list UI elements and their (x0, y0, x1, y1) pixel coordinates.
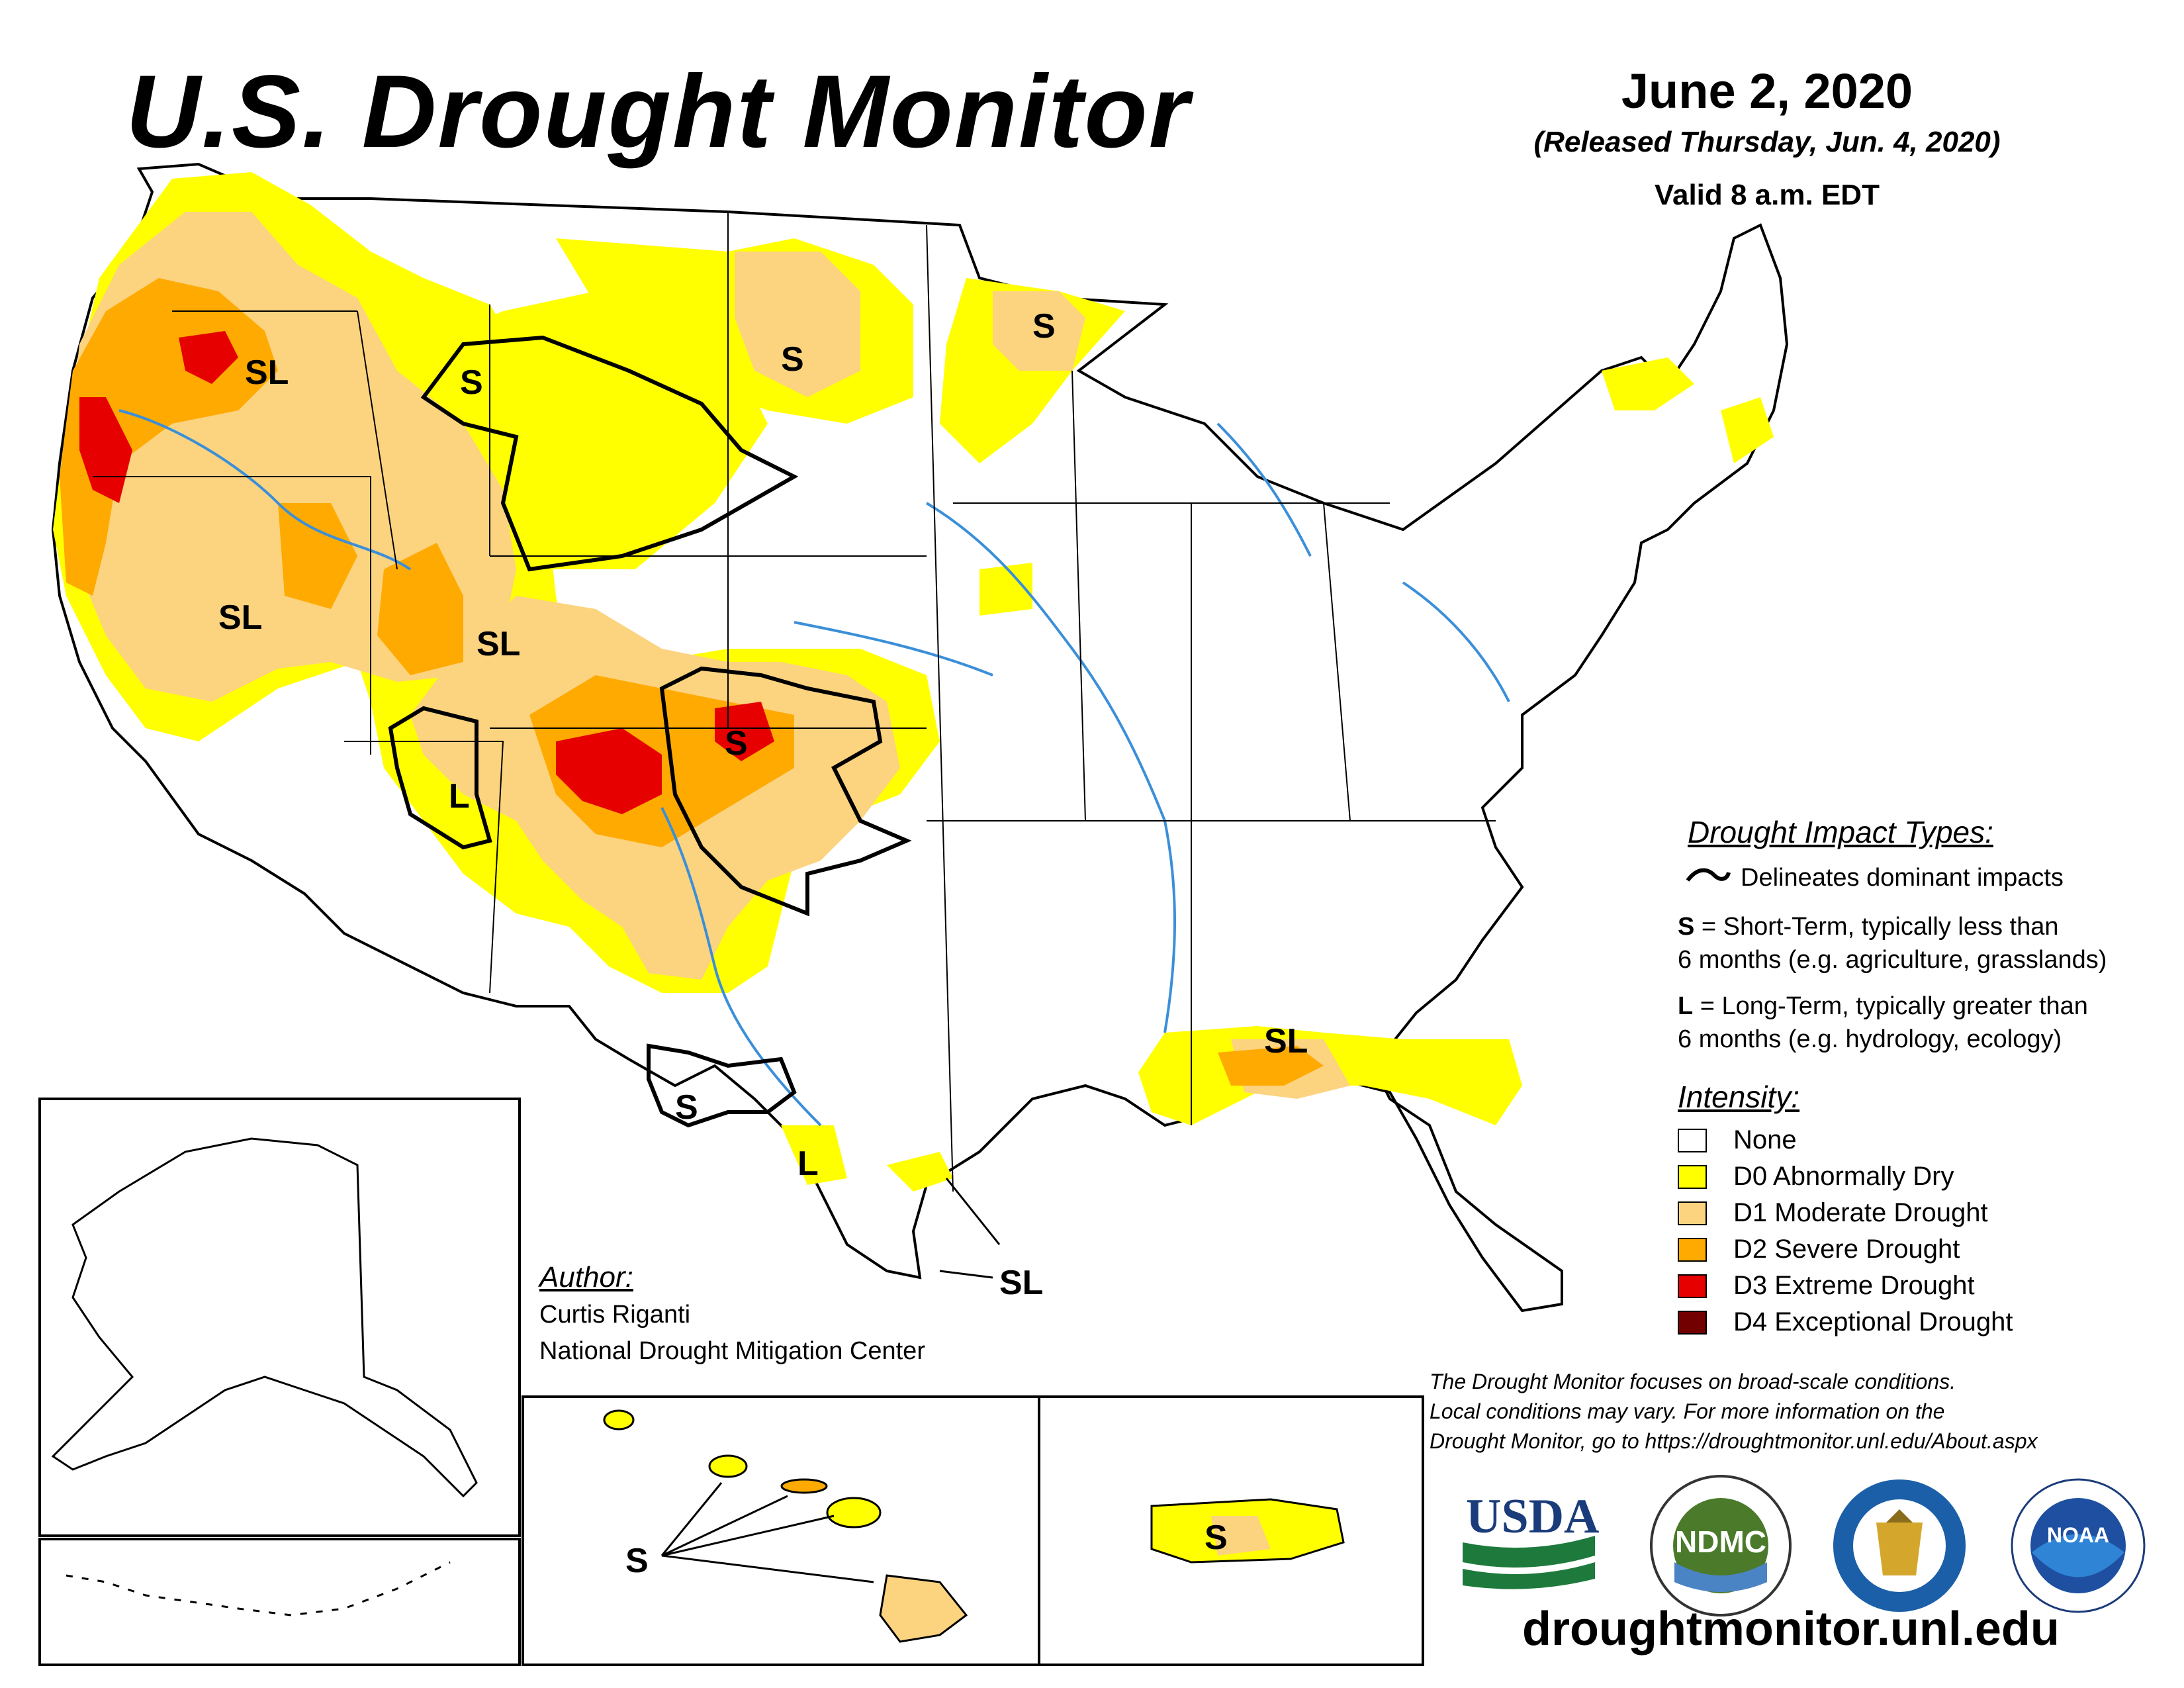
sl-coast-pointer (945, 1178, 1001, 1245)
disclaimer-line: Local conditions may vary. For more info… (1430, 1399, 1945, 1423)
d3-colorado (556, 728, 662, 814)
legend-item-d1: D1 Moderate Drought (1678, 1198, 1988, 1228)
legend-swatch (1678, 1274, 1707, 1298)
ndmc-logo: NDMC (1650, 1475, 1792, 1617)
legend-swatch (1678, 1237, 1707, 1262)
disclaimer-line: The Drought Monitor focuses on broad-sca… (1430, 1370, 1956, 1393)
disclaimer: The Drought Monitor focuses on broad-sca… (1430, 1367, 2158, 1456)
website-link[interactable]: droughtmonitor.unl.edu (1522, 1603, 2060, 1656)
d0-texas-south (781, 1125, 847, 1185)
commerce-logo (1833, 1479, 1966, 1612)
legend-item-d3: D3 Extreme Drought (1678, 1271, 1975, 1301)
impact-legend-short-term: S = Short-Term, typically less than 6 mo… (1678, 913, 2107, 974)
legend-label: None (1733, 1125, 1797, 1154)
legend-swatch (1678, 1201, 1707, 1225)
impact-legend-symbol (1686, 868, 1731, 882)
d2-utah (377, 543, 463, 675)
svg-text:NOAA: NOAA (2047, 1523, 2109, 1547)
label-s-hawaii: S (625, 1542, 649, 1580)
map-date: June 2, 2020 (1621, 64, 1913, 118)
disclaimer-link[interactable]: Drought Monitor, go to https://droughtmo… (1430, 1429, 2038, 1453)
alaska-outline (51, 1137, 478, 1498)
d1-minnesota (993, 291, 1085, 371)
d3-kansas (715, 702, 774, 761)
rivers (118, 409, 1510, 1127)
legend-item-none: None (1678, 1125, 1797, 1155)
author-name: Curtis Riganti (539, 1301, 691, 1329)
d1-dakota (735, 252, 860, 397)
page-title: U.S. Drought Monitor (126, 54, 1191, 169)
d3-oregon-north (179, 331, 238, 384)
label-sl-nevada: SL (218, 598, 262, 637)
impact-outline-arizona (388, 706, 492, 850)
label-sl-oregon: SL (245, 353, 289, 392)
aleutian-inset-frame (38, 1538, 521, 1666)
intensity-legend-title: Intensity: (1678, 1080, 1800, 1114)
d2-gulf (1218, 1046, 1324, 1086)
label-sl-gulf: SL (1264, 1022, 1308, 1060)
d2-nevada (278, 503, 357, 609)
impact-outline-colorado (659, 666, 912, 917)
impact-outline-texas (647, 1043, 797, 1128)
legend-item-d2: D2 Severe Drought (1678, 1235, 1960, 1264)
label-sl-texas-coast: SL (999, 1264, 1043, 1302)
label-s-texas-west: S (675, 1088, 698, 1127)
author-org: National Drought Mitigation Center (539, 1337, 925, 1365)
legend-swatch (1678, 1164, 1707, 1189)
state-borders (93, 212, 1496, 1192)
svg-text:USDA: USDA (1466, 1489, 1599, 1544)
label-s-idaho: S (460, 363, 483, 402)
puerto-rico-d1 (1211, 1516, 1271, 1556)
label-l-arizona: L (449, 777, 470, 816)
impact-legend-title: Drought Impact Types: (1688, 815, 1993, 849)
impact-outlines (388, 335, 912, 1128)
valid-time: Valid 8 a.m. EDT (1655, 179, 1880, 211)
d0-maine (1721, 397, 1774, 463)
label-sl-utah: SL (477, 625, 520, 663)
usda-logo: USDA (1463, 1489, 1599, 1589)
label-s-puerto-rico: S (1205, 1519, 1228, 1557)
legend-item-d0: D0 Abnormally Dry (1678, 1162, 1954, 1192)
hawaii-inset-frame (522, 1395, 1040, 1666)
d0-nebraska (979, 563, 1032, 616)
hawaii-pointers (660, 1482, 874, 1583)
release-date: (Released Thursday, Jun. 4, 2020) (1533, 126, 2001, 158)
aleutian-islands (66, 1561, 451, 1617)
label-s-minnesota: S (1032, 307, 1056, 346)
legend-swatch (1678, 1310, 1707, 1335)
author-title: Author: (539, 1261, 633, 1293)
impact-legend-delineates: Delineates dominant impacts (1741, 864, 2064, 892)
d0-newengland (1602, 357, 1694, 410)
legend-label: D3 Extreme Drought (1733, 1271, 1975, 1300)
noaa-logo: NOAA (2011, 1478, 2146, 1613)
label-s-dakota: S (781, 340, 804, 379)
legend-label: D4 Exceptional Drought (1733, 1307, 2013, 1336)
sl-coast-pointer-2 (939, 1270, 993, 1279)
legend-item-d4: D4 Exceptional Drought (1678, 1307, 2013, 1337)
legend-label: D2 Severe Drought (1733, 1235, 1960, 1264)
legend-label: D0 Abnormally Dry (1733, 1162, 1954, 1191)
impact-outline-idaho (420, 335, 799, 572)
hawaii-islands (603, 1409, 968, 1643)
legend-swatch (1678, 1128, 1707, 1152)
impact-legend-long-term: L = Long-Term, typically greater than 6 … (1678, 992, 2088, 1053)
legend-label: D1 Moderate Drought (1733, 1198, 1988, 1227)
svg-text:NDMC: NDMC (1675, 1524, 1766, 1559)
label-l-texas-south: L (797, 1145, 819, 1183)
d0-texas-coast (887, 1152, 953, 1192)
label-s-colorado: S (725, 724, 748, 763)
